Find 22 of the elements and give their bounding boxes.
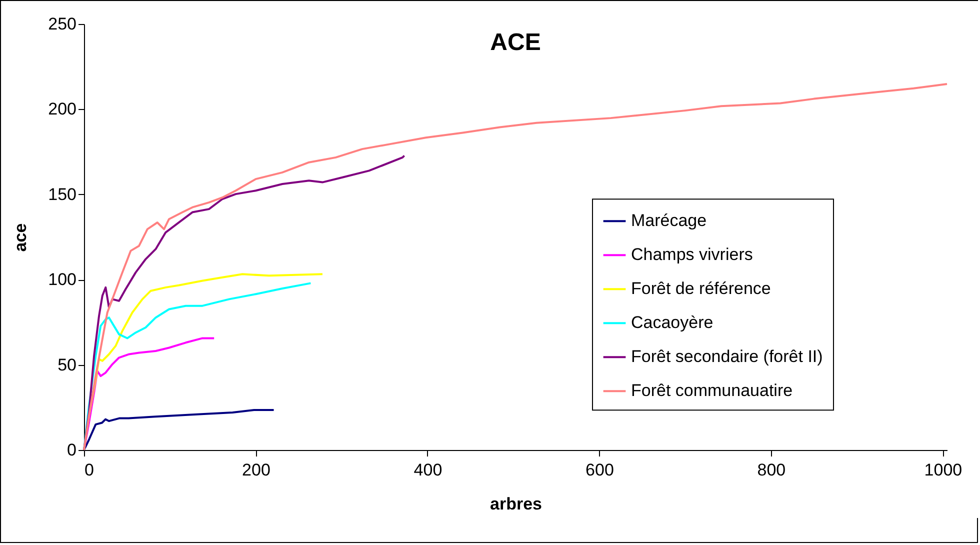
y-tick-label: 250 xyxy=(48,14,76,34)
y-tick-label: 200 xyxy=(48,100,76,119)
x-tick-label: 600 xyxy=(586,460,614,480)
x-axis-title: arbres xyxy=(490,494,542,514)
legend-label: Marécage xyxy=(631,211,707,230)
legend-label: Champs vivriers xyxy=(631,245,753,264)
y-tick-label: 0 xyxy=(67,440,76,460)
y-axis-title: ace xyxy=(11,223,30,252)
y-tick-label: 150 xyxy=(48,184,76,204)
y-tick-label: 50 xyxy=(58,355,76,374)
legend-label: Forêt communauatire xyxy=(631,381,793,400)
legend-label: Cacaoyère xyxy=(631,313,714,332)
x-tick-label: 1000 xyxy=(924,460,962,480)
x-tick-label: 400 xyxy=(414,460,442,480)
x-tick-label: 200 xyxy=(242,460,270,480)
x-tick-label: 0 xyxy=(84,460,94,480)
x-tick-label: 800 xyxy=(757,460,786,480)
line-series xyxy=(83,408,275,451)
y-tick-label: 100 xyxy=(48,270,76,290)
legend-label: Forêt de référence xyxy=(631,279,771,298)
chart-title: ACE xyxy=(490,29,541,56)
legend-label: Forêt secondaire (forêt II) xyxy=(631,347,823,366)
